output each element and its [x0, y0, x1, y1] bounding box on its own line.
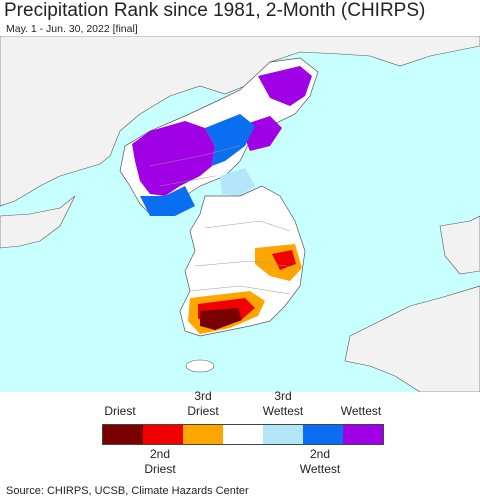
- landmass-japan-north: [439, 215, 480, 275]
- legend-label-3rd-wettest: 3rd Wettest: [262, 389, 304, 418]
- legend-swatch-2nd-wettest: [303, 425, 343, 444]
- nk-wettest-area: [132, 121, 215, 196]
- map-title: Precipitation Rank since 1981, 2-Month (…: [4, 0, 426, 21]
- map-subtitle: May. 1 - Jun. 30, 2022 [final]: [6, 23, 138, 35]
- precipitation-map: [0, 36, 480, 392]
- nk-3rd-wettest-area: [220, 168, 255, 196]
- jeju-island: [185, 359, 215, 373]
- legend-label-3rd-driest: 3rd Driest: [187, 389, 219, 418]
- legend-label-2nd-driest: 2nd Driest: [144, 447, 176, 476]
- sk-driest-south: [200, 308, 242, 330]
- landmass-china: [0, 36, 480, 207]
- legend-swatch-wettest: [343, 425, 383, 444]
- legend-swatch-normal: [223, 425, 263, 444]
- nk-2nd-wettest-area: [205, 114, 255, 166]
- nk-wettest-northeast: [258, 66, 312, 106]
- legend-label-wettest: Wettest: [340, 404, 382, 418]
- legend-color-bar: [102, 424, 384, 445]
- source-credit: Source: CHIRPS, UCSB, Climate Hazards Ce…: [6, 485, 249, 497]
- legend-label-driest: Driest: [104, 404, 136, 418]
- legend-swatch-driest: [103, 425, 143, 444]
- landmass-west-coast: [0, 195, 76, 249]
- landmass-japan: [344, 285, 480, 392]
- legend-swatch-2nd-driest: [143, 425, 183, 444]
- legend-swatch-3rd-wettest: [263, 425, 303, 444]
- nk-2nd-wettest-west: [140, 186, 195, 216]
- legend-swatch-3rd-driest: [183, 425, 223, 444]
- province-borders: [149, 145, 301, 295]
- legend-label-2nd-wettest: 2nd Wettest: [299, 447, 341, 476]
